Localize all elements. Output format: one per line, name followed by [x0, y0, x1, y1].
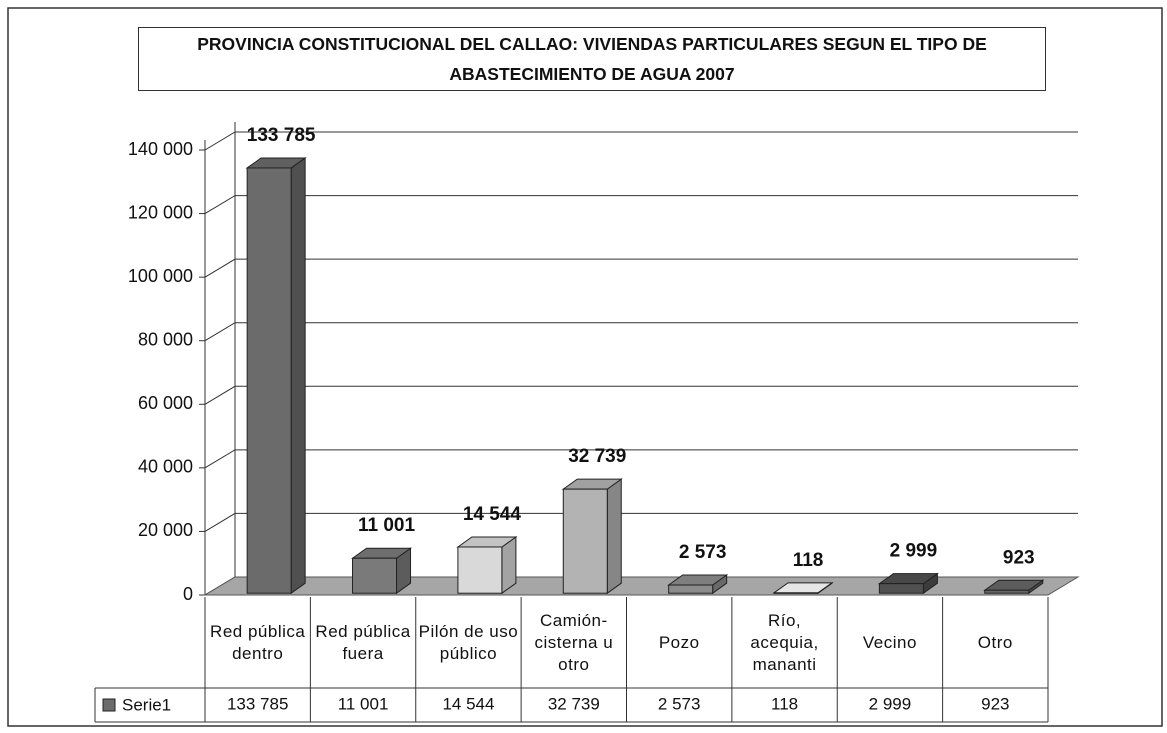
- table-value: 2 999: [869, 694, 912, 713]
- bar-side: [290, 156, 306, 595]
- x-tick-label: Otro: [977, 632, 1013, 652]
- data-label: 14 544: [463, 504, 522, 525]
- category-cell: Camión-cisterna u otro: [534, 610, 614, 674]
- table-value: 14 544: [442, 694, 494, 713]
- grid-line: [204, 512, 1078, 532]
- x-tick-label: Río, acequia, mananti: [750, 610, 819, 674]
- bar: [457, 546, 503, 594]
- legend-swatch: [102, 698, 116, 712]
- y-tick-label: 80 000: [138, 329, 193, 349]
- bar: [562, 488, 608, 594]
- y-tick-label: 20 000: [138, 520, 193, 540]
- x-tick-label: Vecino: [862, 632, 917, 652]
- category-cell: Red pública dentro: [210, 621, 306, 663]
- x-tick-label: Camión-cisterna u otro: [534, 610, 614, 674]
- x-tick-label: Red pública fuera: [315, 621, 411, 663]
- floor: [203, 576, 1080, 596]
- x-tick-label: Red pública dentro: [210, 621, 306, 663]
- grid-line: [204, 385, 1078, 405]
- table-value: 118: [771, 694, 798, 713]
- category-cell: Vecino: [862, 632, 917, 652]
- category-cell: Pozo: [658, 632, 700, 652]
- x-tick-label: Pozo: [658, 632, 700, 652]
- table-value: 32 739: [548, 694, 600, 713]
- x-tick-label: Pilón de uso público: [418, 621, 519, 663]
- data-label: 923: [1003, 547, 1035, 568]
- data-label: 133 785: [247, 125, 316, 146]
- y-tick-label: 100 000: [128, 266, 193, 286]
- grid-line: [204, 195, 1078, 215]
- table-value: 2 573: [658, 694, 701, 713]
- chart-title: PROVINCIA CONSTITUCIONAL DEL CALLAO: VIV…: [138, 27, 1046, 91]
- table-value: 923: [981, 694, 1009, 713]
- category-cell: Pilón de uso público: [418, 621, 519, 663]
- bar: [878, 583, 924, 594]
- grid-line: [204, 449, 1078, 469]
- y-tick-label: 0: [183, 584, 193, 604]
- data-label: 32 739: [568, 446, 626, 467]
- data-label: 2 573: [679, 542, 727, 563]
- data-label: 118: [793, 550, 824, 571]
- bar: [352, 557, 398, 594]
- grid-line: [204, 258, 1078, 278]
- category-cell: Red pública fuera: [315, 621, 411, 663]
- y-tick-label: 140 000: [128, 139, 193, 159]
- category-cell: Río, acequia, mananti: [750, 610, 819, 674]
- table-value: 133 785: [227, 694, 288, 713]
- bar: [668, 584, 714, 594]
- table-value: 11 001: [338, 694, 389, 713]
- y-tick-label: 60 000: [138, 393, 193, 413]
- category-cell: Otro: [977, 632, 1013, 652]
- y-tick-label: 120 000: [128, 202, 193, 222]
- grid-line: [204, 131, 1078, 151]
- bar-side: [606, 478, 622, 595]
- data-label: 2 999: [890, 541, 938, 562]
- legend-label: Serie1: [122, 695, 171, 714]
- y-tick-label: 40 000: [138, 457, 193, 477]
- bar: [773, 592, 819, 594]
- data-label: 11 001: [358, 515, 415, 536]
- bar: [984, 589, 1030, 594]
- chart-frame: [7, 7, 1163, 727]
- grid-line: [204, 322, 1078, 342]
- bar: [246, 167, 292, 594]
